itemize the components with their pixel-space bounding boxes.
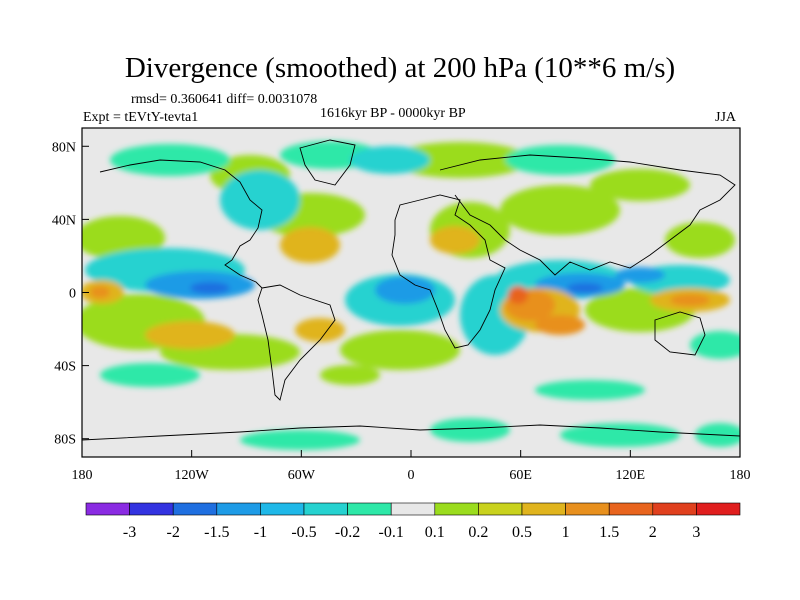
period-label: 1616kyr BP - 0000kyr BP — [320, 106, 466, 121]
lat-tick-label: 40N — [52, 213, 76, 228]
lon-tick-label: 60W — [288, 468, 316, 483]
colorbar-swatch — [129, 502, 174, 516]
season-label: JJA — [715, 110, 737, 125]
negative-weak-regions — [100, 141, 740, 450]
longitude-axis: 180 120W 60W 0 60E 120E 180 — [72, 450, 751, 483]
colorbar-swatch — [216, 502, 261, 516]
asia-coast — [439, 154, 736, 276]
colorbar-swatch — [390, 502, 436, 516]
south-america-coast — [257, 284, 336, 401]
colorbar-swatch — [260, 502, 305, 516]
colorbar — [85, 502, 741, 516]
map-panel — [82, 128, 740, 457]
colorbar-label: 2 — [649, 524, 657, 541]
antarctica-coast — [82, 424, 740, 441]
stats-label: rmsd= 0.360641 diff= 0.0031078 — [131, 92, 318, 107]
colorbar-swatch — [172, 502, 218, 516]
colorbar-label: -1 — [254, 524, 267, 541]
experiment-label: Expt = tEVtY-tevta1 — [83, 110, 199, 125]
colorbar-label: -2 — [167, 524, 180, 541]
coastlines — [82, 139, 740, 441]
colorbar-swatch — [478, 502, 523, 516]
lon-tick-label: 120W — [175, 468, 210, 483]
greenland-coast — [299, 139, 356, 186]
lat-tick-label: 40S — [54, 360, 76, 375]
colorbar-label: -0.5 — [291, 524, 316, 541]
colorbar-label: 1 — [562, 524, 570, 541]
colorbar-label: -1.5 — [204, 524, 229, 541]
latitude-axis: 80N 40N 0 40S 80S — [52, 140, 89, 448]
colorbar-swatch — [434, 502, 479, 516]
colorbar-label: 0.1 — [425, 524, 445, 541]
europe-africa-coast — [391, 194, 506, 349]
colorbar-swatch — [521, 502, 566, 516]
plot-title: Divergence (smoothed) at 200 hPa (10**6 … — [124, 52, 676, 84]
lat-tick-label: 80N — [52, 140, 76, 155]
colorbar-swatch — [347, 502, 392, 516]
divergence-field — [82, 141, 740, 450]
colorbar-labels: -3 -2 -1.5 -1 -0.5 -0.2 -0.1 0.1 0.2 0.5 1 1.5 2 3 — [123, 524, 700, 541]
colorbar-label: 1.5 — [599, 524, 619, 541]
colorbar-swatch — [303, 502, 348, 516]
negative-peak-regions — [190, 282, 603, 294]
colorbar-label: -0.2 — [335, 524, 360, 541]
colorbar-label: -0.1 — [379, 524, 404, 541]
lon-tick-label: 0 — [408, 468, 415, 483]
north-america-coast — [99, 159, 263, 289]
positive-peak-regions — [508, 286, 528, 304]
colorbar-label: 3 — [692, 524, 700, 541]
colorbar-label: -3 — [123, 524, 136, 541]
lat-tick-label: 80S — [54, 433, 76, 448]
colorbar-label: 0.5 — [512, 524, 532, 541]
colorbar-swatch — [565, 502, 610, 516]
lon-tick-label: 180 — [72, 468, 93, 483]
colorbar-swatch — [652, 502, 697, 516]
colorbar-swatch — [608, 502, 654, 516]
lon-tick-label: 180 — [730, 468, 751, 483]
australia-coast — [654, 311, 706, 356]
colorbar-swatch — [85, 502, 130, 516]
colorbar-label: 0.2 — [468, 524, 488, 541]
lon-tick-label: 60E — [509, 468, 532, 483]
lat-tick-label: 0 — [69, 287, 76, 302]
colorbar-swatch — [696, 502, 741, 516]
lon-tick-label: 120E — [616, 468, 646, 483]
